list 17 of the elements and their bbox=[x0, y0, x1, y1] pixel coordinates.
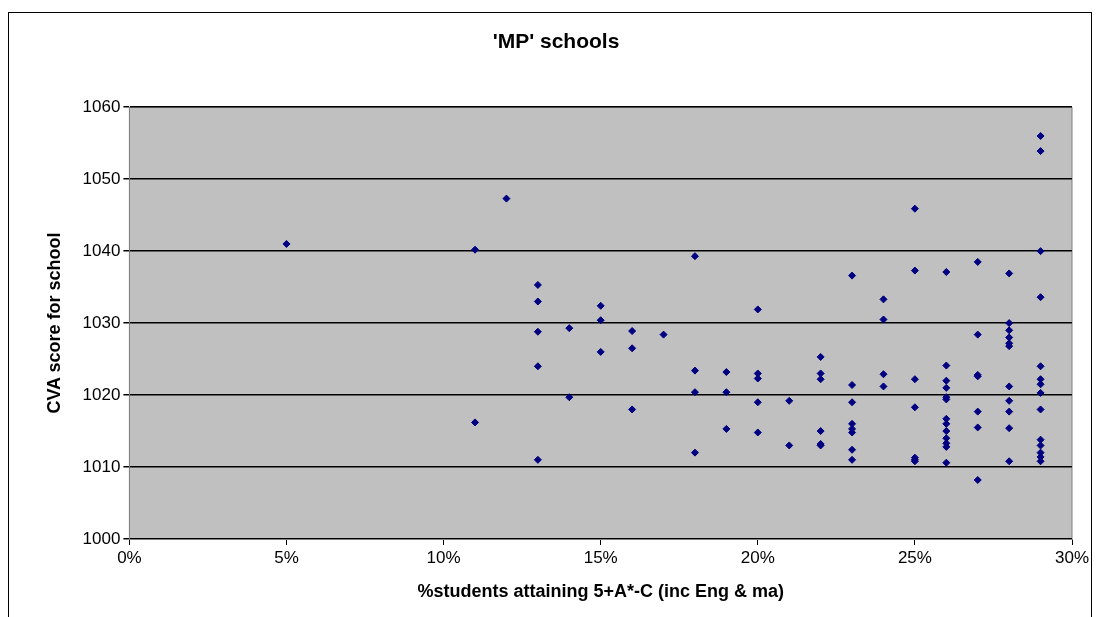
x-tick-label: 0% bbox=[117, 547, 142, 567]
y-tick-label: 1010 bbox=[82, 456, 121, 476]
y-tick-label: 1000 bbox=[82, 528, 121, 548]
y-axis-title: CVA score for school bbox=[43, 232, 64, 414]
chart-title: 'MP' schools bbox=[492, 29, 620, 53]
x-tick-label: 20% bbox=[740, 547, 775, 567]
x-tick-label: 5% bbox=[274, 547, 299, 567]
x-axis-title: %students attaining 5+A*-C (inc Eng & ma) bbox=[417, 581, 784, 602]
y-tick-label: 1040 bbox=[82, 240, 121, 260]
x-tick-label: 30% bbox=[1054, 547, 1090, 567]
y-tick-label: 1020 bbox=[82, 384, 121, 404]
y-tick-label: 1050 bbox=[82, 168, 121, 188]
x-tick-label: 25% bbox=[897, 547, 932, 567]
x-tick-label: 15% bbox=[583, 547, 618, 567]
x-tick-label: 10% bbox=[426, 547, 461, 567]
y-tick-label: 1030 bbox=[82, 312, 121, 332]
y-tick-label: 1060 bbox=[82, 96, 121, 116]
